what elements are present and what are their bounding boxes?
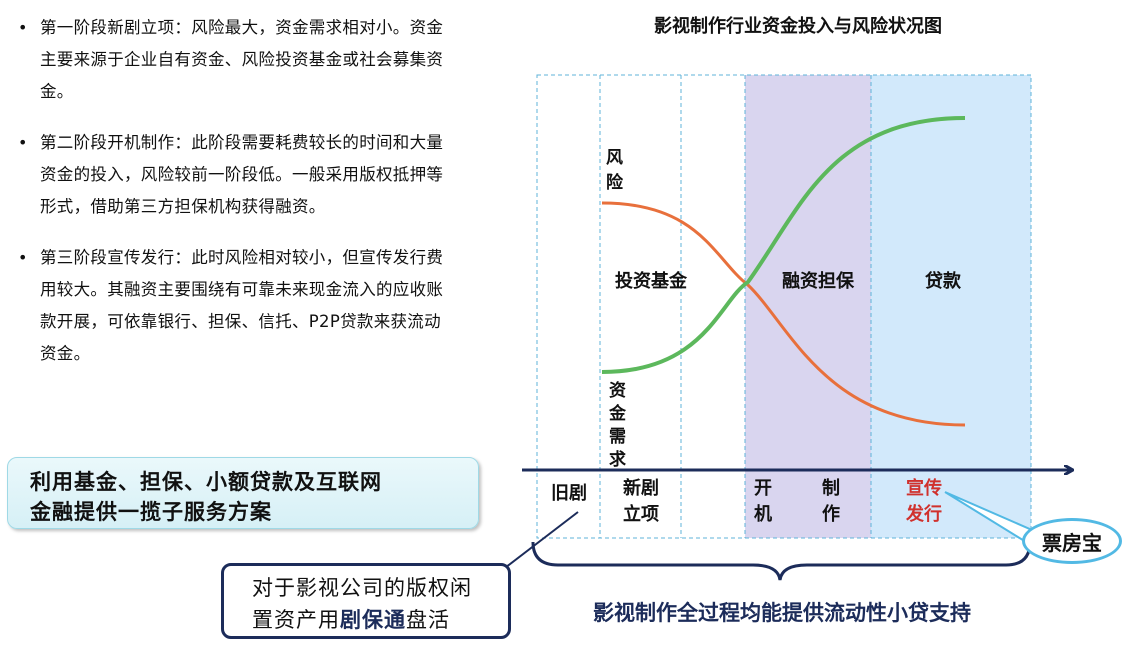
stage-new-drama-2: 立项 [623,503,659,525]
stage-old-drama: 旧剧 [551,483,587,504]
callout-highlight: 剧保通 [340,608,406,632]
solution-line-2: 金融提供一揽子服务方案 [30,500,272,524]
stage-1-description: 第一阶段新剧立项：风险最大，资金需求相对小。资金主要来源于企业自有资金、风险投资… [16,12,456,108]
stage-3-description: 第三阶段宣传发行：此时风险相对较小，但宣传发行费用较大。其融资主要围绕有可靠未来… [16,242,456,370]
source-loan: 贷款 [925,270,962,292]
demand-label-4: 求 [609,449,626,470]
stage-shooting-1: 开 [754,478,772,499]
capital-demand-curve [601,116,966,374]
demand-label-3: 需 [609,427,626,447]
callout-line-2-prefix: 置资产用 [252,608,340,632]
demand-label-1: 资 [609,380,626,401]
callout-line-1: 对于影视公司的版权闲 [252,576,472,600]
stage-release-1: 宣传 [906,477,942,499]
stage-production-2: 作 [822,503,840,525]
stage-shooting-2: 机 [754,504,772,525]
support-text: 影视制作全过程均能提供流动性小贷支持 [593,601,971,625]
stage-new-drama-1: 新剧 [623,477,659,499]
risk-label-1: 风 [606,148,623,168]
solution-box: 利用基金、担保、小额贷款及互联网 金融提供一揽子服务方案 [7,457,479,529]
diagram-title: 影视制作行业资金投入与风险状况图 [654,15,942,37]
demand-label-2: 金 [608,403,627,424]
stage-production-1: 制 [822,478,840,499]
stage-description-list: 第一阶段新剧立项：风险最大，资金需求相对小。资金主要来源于企业自有资金、风险投资… [16,12,456,389]
source-investment-fund: 投资基金 [615,270,688,292]
callout-connector [496,511,579,575]
callout-line-2-suffix: 盘活 [406,608,450,632]
full-process-brace [531,541,1032,581]
risk-label-2: 险 [606,172,624,193]
callout-line-2: 置资产用剧保通盘活 [252,604,450,634]
source-financing-guarantee: 融资担保 [782,270,855,292]
stage-dividers [536,74,1032,539]
release-stage-band [871,75,1031,538]
solution-line-1: 利用基金、担保、小额贷款及互联网 [30,470,382,494]
stage-2-description: 第二阶段开机制作：此阶段需要耗费较长的时间和大量资金的投入，风险较前一阶段低。一… [16,127,456,223]
box-office-bubble: 票房宝 [1022,518,1122,564]
risk-curve [601,201,966,427]
copyright-callout: 对于影视公司的版权闲 置资产用剧保通盘活 [221,563,511,639]
stage-release-2: 发行 [905,503,942,525]
